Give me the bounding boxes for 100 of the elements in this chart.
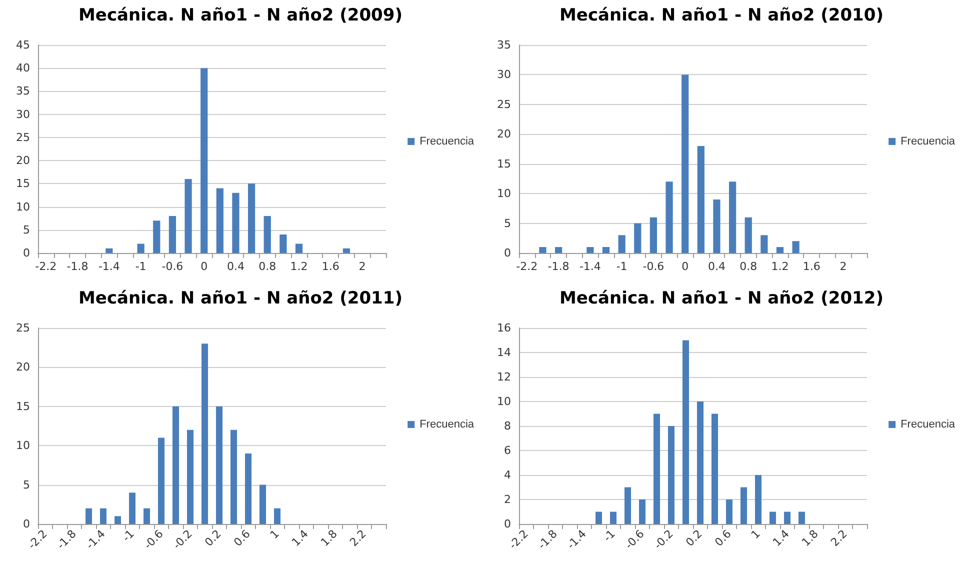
bar [248,184,256,253]
bar [638,500,646,524]
bar [539,247,546,253]
x-tick-label: -0.6 [642,260,664,273]
bar [216,188,224,253]
y-tick-label: 20 [16,360,30,374]
y-tick-label: 10 [497,187,511,200]
x-tick-label: 2.2 [347,527,369,549]
bar [186,430,194,524]
y-tick-label: 15 [16,177,30,190]
x-tick-label: 1.8 [318,527,340,549]
y-tick-label: 14 [497,346,511,359]
bar [666,182,673,253]
x-tick-label: -0.6 [141,527,166,552]
x-tick-label: -0.2 [170,527,195,552]
bar [230,430,238,524]
bar [744,217,752,253]
bar [711,414,718,524]
bar [618,235,626,253]
y-tick-label: 16 [497,322,511,334]
legend-label: Frecuencia [900,136,956,148]
x-tick-label: 2 [840,260,847,273]
bar [668,426,675,524]
y-tick-label: 2 [504,493,511,506]
y-tick-label: 0 [23,246,30,260]
chart-title: Mecánica. N año1 - N año2 (2009) [78,6,402,26]
bar [114,516,122,524]
legend-label: Frecuencia [420,136,475,148]
bar [728,182,736,253]
y-tick-label: 10 [16,200,30,214]
legend-label: Frecuencia [900,418,956,430]
x-tick-label: 1.6 [802,260,820,273]
x-tick-label: -1.4 [83,527,108,552]
x-tick-label: -1 [616,260,628,273]
y-tick-label: 4 [504,468,511,482]
x-tick-label: -1.8 [535,527,560,552]
y-tick-label: 15 [16,400,30,413]
bar [784,512,791,524]
y-tick-label: 30 [16,108,30,121]
legend-label: Frecuencia [420,418,475,430]
y-tick-label: 5 [504,216,511,230]
bar [184,179,192,253]
bar [760,235,768,253]
chart-title: Mecánica. N año1 - N año2 (2012) [560,288,884,308]
x-tick-label: -0.6 [622,527,647,552]
x-tick-label: -1.4 [579,260,601,273]
x-tick-label: -1.8 [548,260,570,273]
bar [682,340,690,524]
chart-title: Mecánica. N año1 - N año2 (2011) [78,288,402,308]
chart-title: Mecánica. N año1 - N año2 (2010) [560,6,884,26]
bar [713,200,720,253]
y-tick-label: 25 [497,98,511,111]
x-tick-label: -1.4 [98,260,120,273]
x-tick-label: 0.2 [202,527,224,549]
bar [274,508,281,524]
x-tick-label: 1.4 [770,527,792,549]
bar [776,247,784,253]
bar [634,223,642,253]
x-tick-label: -2.2 [35,260,57,273]
bar [696,402,704,524]
bar [100,508,107,524]
bar [137,244,144,253]
x-tick-label: -2.2 [516,260,538,273]
bar [153,220,160,253]
x-tick-label: 0 [200,260,208,273]
x-tick-label: -1.8 [66,260,88,273]
x-tick-label: 2.2 [828,527,850,549]
y-tick-label: 8 [504,420,511,432]
bar [128,492,136,524]
bar [769,512,776,524]
y-tick-label: 10 [16,439,30,452]
bar [216,406,223,524]
bar [200,68,208,253]
bar [106,248,113,253]
x-tick-label: 1 [748,527,763,542]
x-tick-label: 0.4 [226,260,244,273]
x-tick-label: 2 [358,260,366,273]
x-tick-label: -1.4 [564,527,589,552]
bar [595,512,602,524]
x-tick-label: -1 [600,527,618,544]
bar [554,247,562,253]
y-tick-label: 25 [16,322,30,334]
bar [650,217,658,253]
x-tick-label: 0.4 [708,260,726,273]
bar [259,484,266,524]
bar [172,406,180,524]
x-tick-label: 0.6 [231,527,253,549]
bar [624,487,632,524]
x-tick-label: 1.8 [799,527,821,549]
x-tick-label: 1.4 [289,527,311,549]
bar [280,234,287,253]
y-tick-label: 20 [16,154,30,168]
bar [610,512,617,524]
x-tick-label: 0 [682,260,689,273]
x-tick-label: -1.8 [54,527,79,552]
y-tick-label: 35 [497,38,511,52]
x-tick-label: 1.6 [322,260,340,273]
x-tick-label: 0.6 [712,527,734,549]
bar [143,508,150,524]
x-tick-label: -1 [135,260,146,273]
